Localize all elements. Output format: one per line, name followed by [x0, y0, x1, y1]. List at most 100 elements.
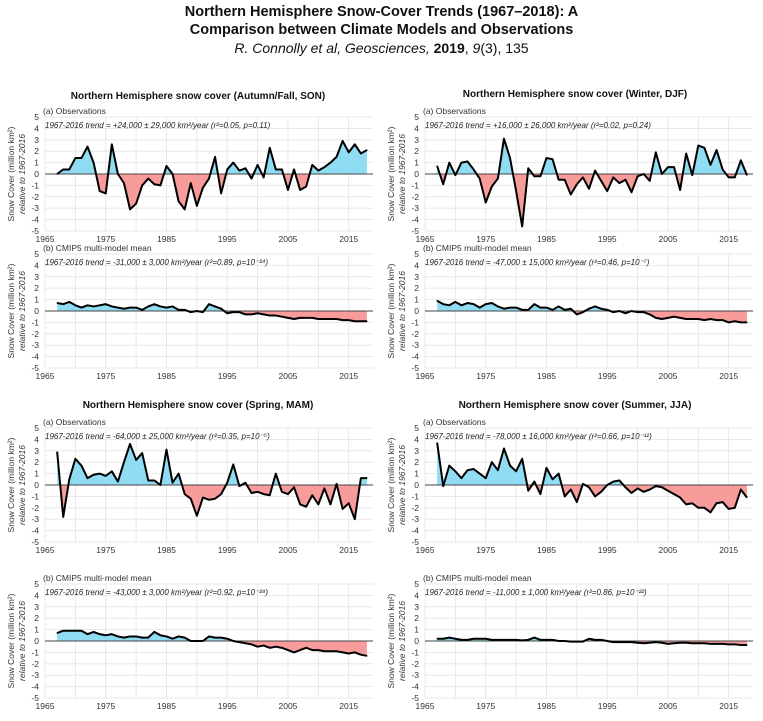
series-line: [436, 442, 748, 514]
data-point: [342, 508, 344, 510]
data-point: [311, 649, 313, 651]
x-tick-label: 2015: [719, 234, 738, 244]
y-axis-label: Snow Cover (million km²): [386, 126, 396, 221]
data-point: [624, 312, 627, 314]
data-point: [606, 309, 608, 311]
data-point: [165, 306, 168, 309]
data-point: [214, 498, 216, 500]
y-tick-label: 3: [414, 135, 419, 145]
x-tick-label: 2005: [279, 371, 298, 381]
data-point: [746, 496, 748, 499]
y-tick-label: -1: [411, 317, 419, 327]
data-point: [576, 501, 578, 503]
data-point: [226, 312, 228, 314]
data-point: [250, 492, 253, 494]
data-point: [545, 467, 548, 469]
data-point: [196, 310, 198, 312]
data-point: [153, 303, 155, 305]
data-point: [263, 493, 265, 495]
y-tick-label: -3: [411, 203, 419, 213]
y-tick-label: -4: [31, 352, 39, 362]
series-line: [56, 139, 368, 211]
data-point: [184, 208, 186, 210]
data-point: [509, 157, 511, 159]
data-point: [80, 630, 83, 632]
data-point: [442, 303, 444, 305]
y-tick-label: 4: [34, 260, 39, 270]
data-point: [366, 655, 368, 657]
y-axis-label-sub: relative to 1967-2016: [17, 134, 27, 214]
data-point: [636, 175, 639, 177]
trend-annotation: 1967-2016 trend = -43,000 ± 3,000 km²/ye…: [45, 588, 268, 597]
data-point: [728, 321, 730, 323]
data-point: [472, 168, 475, 171]
data-point: [466, 469, 469, 471]
data-point: [691, 174, 693, 176]
data-point: [722, 168, 724, 171]
data-point: [190, 640, 192, 642]
data-point: [366, 320, 368, 322]
data-point: [342, 140, 344, 142]
data-point: [105, 192, 107, 194]
data-point: [558, 305, 560, 308]
x-tick-label: 1985: [537, 701, 556, 711]
data-point: [117, 306, 119, 309]
data-point: [74, 630, 76, 632]
data-point: [600, 491, 602, 493]
citation-year: 2019: [433, 40, 465, 56]
data-point: [667, 490, 669, 492]
data-point: [612, 311, 614, 313]
data-point: [92, 162, 95, 164]
data-point: [208, 303, 210, 305]
data-point: [643, 642, 645, 644]
data-point: [673, 642, 675, 644]
y-tick-label: 4: [414, 590, 419, 600]
data-point: [56, 632, 58, 634]
data-point: [479, 306, 481, 309]
data-point: [582, 176, 584, 179]
data-point: [460, 477, 463, 479]
x-tick-label: 1965: [416, 234, 435, 244]
data-point: [153, 183, 155, 185]
data-point: [485, 477, 487, 479]
data-point: [661, 318, 663, 320]
data-point: [497, 469, 499, 471]
data-point: [184, 636, 186, 639]
data-point: [269, 314, 271, 317]
data-point: [582, 483, 584, 485]
data-point: [545, 306, 548, 309]
series-line: [56, 629, 368, 657]
data-point: [709, 643, 712, 645]
data-point: [551, 639, 554, 641]
data-point: [454, 174, 456, 176]
data-point: [539, 639, 542, 641]
data-point: [472, 468, 475, 470]
data-point: [667, 317, 669, 319]
data-point: [551, 158, 554, 160]
data-point: [281, 491, 283, 493]
data-point: [214, 636, 216, 639]
y-axis-label-sub: relative to 1967-2016: [17, 601, 27, 681]
data-point: [281, 316, 283, 318]
y-tick-label: 4: [414, 260, 419, 270]
data-point: [697, 144, 699, 147]
data-point: [123, 636, 125, 639]
data-point: [685, 318, 687, 320]
data-point: [287, 317, 289, 319]
data-point: [697, 507, 699, 509]
data-point: [533, 480, 535, 483]
data-point: [287, 649, 289, 651]
data-point: [691, 502, 693, 504]
data-point: [105, 303, 107, 305]
y-tick-label: -3: [31, 203, 39, 213]
panel-label: (a) Observations: [423, 106, 486, 116]
data-point: [454, 470, 456, 472]
y-tick-label: 4: [34, 123, 39, 133]
x-tick-label: 1975: [96, 545, 115, 555]
data-point: [734, 643, 736, 646]
data-point: [722, 643, 724, 645]
data-point: [715, 149, 718, 151]
data-point: [171, 638, 174, 640]
